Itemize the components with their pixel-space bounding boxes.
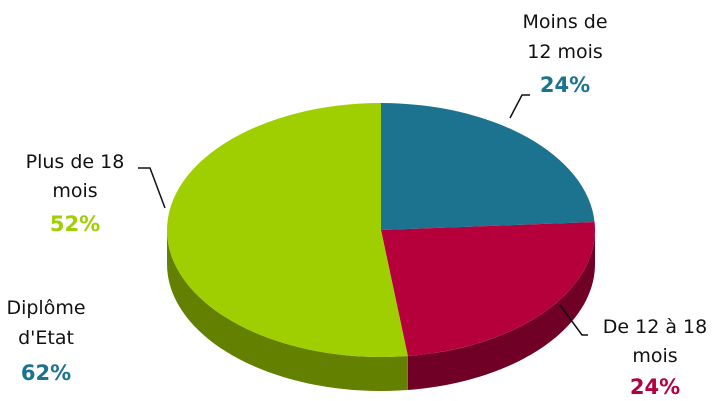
slice-label-moins-12-line2: 12 mois bbox=[527, 41, 603, 63]
pie-slice-2 bbox=[167, 103, 408, 357]
annotation-pct: 62% bbox=[21, 361, 71, 385]
annotation-label-line1: Diplôme bbox=[6, 297, 85, 319]
leader-line-2 bbox=[138, 167, 166, 209]
pie-side-1 bbox=[407, 230, 595, 390]
slice-pct-12-18: 24% bbox=[630, 375, 680, 399]
slice-pct-moins-12: 24% bbox=[540, 73, 590, 97]
slice-label-12-18-line2: mois bbox=[632, 345, 677, 367]
slice-label-moins-12-line1: Moins de bbox=[522, 11, 607, 33]
slice-label-12-18-line1: De 12 à 18 bbox=[603, 316, 707, 338]
pie-sides bbox=[167, 230, 595, 391]
leader-lines bbox=[138, 94, 588, 336]
pie-side-2 bbox=[167, 230, 408, 391]
slice-label-plus-18-line1: Plus de 18 bbox=[26, 151, 125, 173]
pie-slice-0 bbox=[381, 103, 595, 230]
leader-line-1 bbox=[559, 304, 588, 336]
leader-line-0 bbox=[509, 94, 530, 119]
pie-tops bbox=[167, 103, 596, 357]
slice-pct-plus-18: 52% bbox=[50, 212, 100, 236]
annotation-label-line2: d'Etat bbox=[18, 327, 74, 349]
slice-label-plus-18-line2: mois bbox=[52, 180, 97, 202]
pie-slice-1 bbox=[381, 222, 596, 356]
